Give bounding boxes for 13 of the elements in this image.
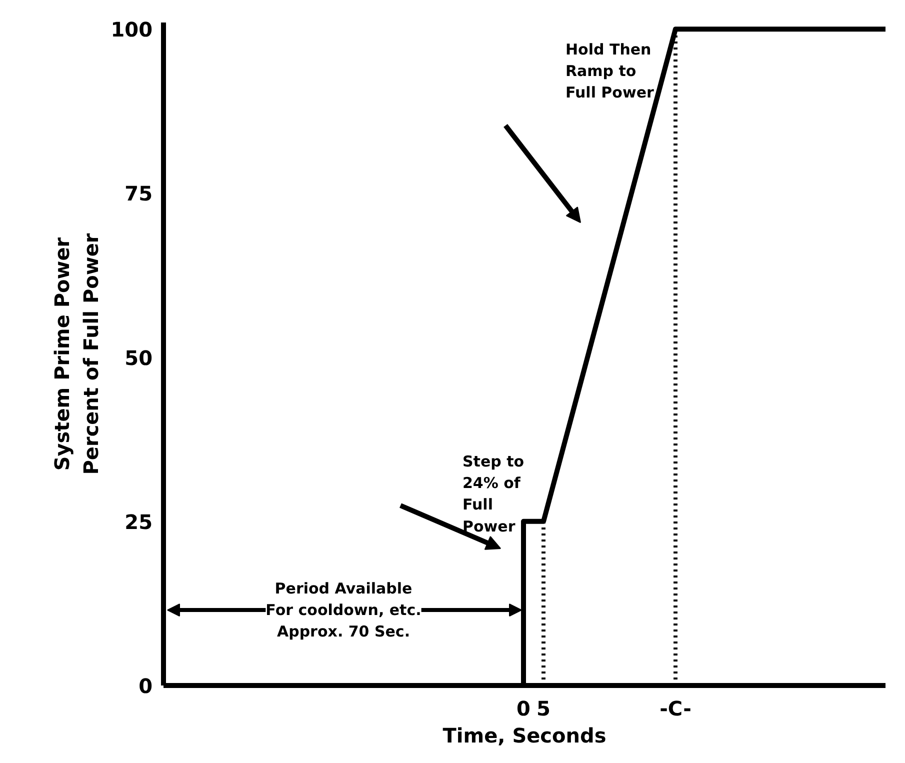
x-tick-label: 5 <box>536 696 550 720</box>
y-axis-title: System Prime Power Percent of Full Power <box>50 233 103 475</box>
x-tick-label: -C- <box>660 696 692 720</box>
annotation: Hold Then Ramp to Full Power <box>566 40 655 102</box>
x-axis-title: Time, Seconds <box>442 724 606 748</box>
y-tick-label: 50 <box>124 346 153 370</box>
y-tick-label: 25 <box>124 510 153 534</box>
y-tick-label: 75 <box>124 182 153 206</box>
y-tick-label: 100 <box>110 18 152 42</box>
annotation: Step to 24% of Full Power <box>462 452 524 536</box>
y-tick-label: 0 <box>138 674 153 698</box>
annotation: Period Available For cooldown, etc. Approx. 70 Sec. <box>266 579 422 641</box>
x-tick-label: 0 <box>516 696 530 720</box>
